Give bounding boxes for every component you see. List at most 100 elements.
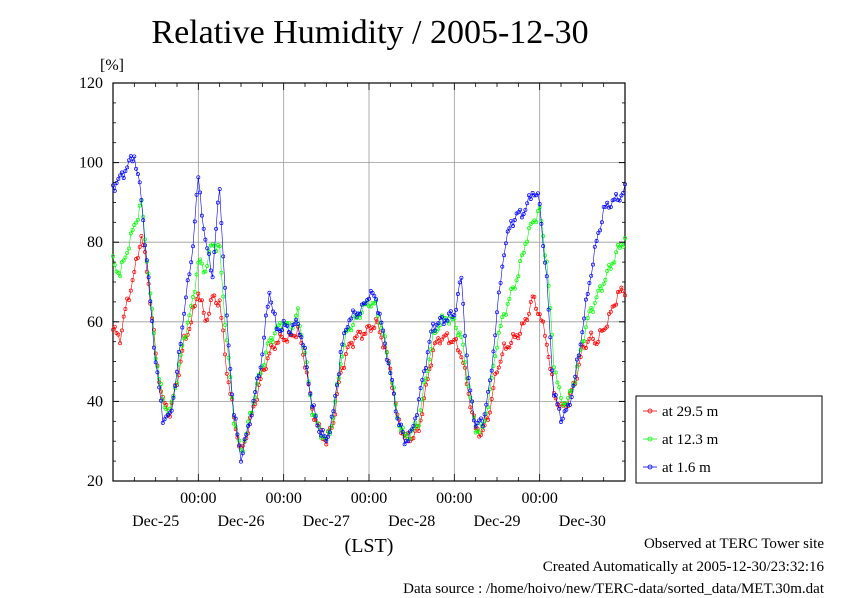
data-point: [498, 280, 503, 285]
data-point: [322, 434, 327, 439]
data-point: [160, 420, 165, 425]
data-point: [589, 273, 594, 278]
data-point: [111, 254, 115, 259]
data-point: [429, 329, 434, 334]
data-point: [272, 311, 277, 316]
data-point: [612, 197, 617, 202]
data-point: [116, 176, 121, 181]
data-point: [214, 301, 219, 306]
data-point: [249, 413, 254, 418]
data-point: [470, 399, 475, 404]
data-point: [281, 338, 286, 342]
data-point: [171, 395, 176, 400]
data-point: [605, 200, 610, 205]
data-point: [463, 333, 467, 338]
data-point: [605, 269, 610, 273]
data-point: [454, 307, 459, 312]
data-point: [601, 204, 606, 209]
data-point: [178, 342, 183, 346]
data-point: [463, 365, 467, 370]
data-point: [342, 331, 347, 336]
data-point: [185, 278, 190, 283]
data-point: [263, 313, 268, 318]
data-point: [180, 325, 185, 330]
data-point: [521, 250, 526, 255]
data-point: [519, 215, 524, 220]
data-point: [196, 291, 201, 296]
data-point: [159, 398, 163, 403]
data-point: [265, 304, 270, 309]
data-point: [555, 380, 560, 385]
data-point: [228, 375, 233, 380]
data-point: [224, 371, 229, 376]
data-point: [358, 330, 363, 334]
data-point: [192, 289, 197, 294]
data-point: [208, 268, 213, 273]
data-point: [148, 299, 153, 304]
data-point: [457, 350, 462, 355]
ticks: [113, 82, 625, 482]
data-point: [116, 332, 121, 337]
data-point: [269, 335, 274, 340]
data-point: [454, 325, 459, 330]
data-point: [308, 391, 313, 396]
data-point: [189, 260, 194, 265]
data-point: [466, 391, 471, 396]
data-point: [509, 218, 514, 223]
data-point: [516, 336, 521, 341]
data-point: [585, 339, 590, 344]
data-point: [511, 224, 515, 228]
data-point: [340, 354, 345, 359]
data-point: [338, 361, 343, 366]
data-point: [479, 421, 483, 426]
data-point: [445, 331, 450, 336]
data-point: [274, 341, 279, 345]
y-tick-label: 100: [79, 155, 103, 172]
data-point: [615, 243, 620, 247]
data-point: [226, 355, 231, 360]
legend: at 29.5 m at 12.3 m at 1.6 m: [635, 395, 823, 484]
data-point: [427, 339, 432, 344]
data-point: [178, 352, 183, 357]
data-point: [203, 269, 208, 274]
data-point: [580, 330, 585, 335]
data-point: [242, 437, 247, 442]
data-point: [527, 311, 531, 316]
data-point: [287, 321, 291, 326]
data-point: [127, 246, 131, 251]
data-point: [423, 376, 428, 381]
data-point: [594, 295, 599, 300]
data-point: [354, 334, 359, 339]
data-point: [454, 337, 459, 341]
data-point: [276, 340, 281, 345]
data-point: [215, 200, 220, 205]
data-point: [315, 423, 320, 428]
data-point: [132, 154, 137, 159]
data-point: [599, 220, 604, 225]
data-point: [525, 317, 530, 322]
data-point: [601, 281, 606, 286]
data-point: [605, 324, 610, 329]
data-point: [331, 409, 336, 414]
data-point: [404, 438, 409, 443]
data-point: [464, 353, 469, 358]
data-point: [333, 399, 338, 404]
data-point: [244, 432, 249, 437]
data-point: [429, 363, 434, 368]
footer-source: Data source : /home/hoivo/new/TERC-data/…: [403, 581, 824, 597]
data-point: [233, 424, 238, 429]
legend-label: at 1.6 m: [662, 460, 711, 476]
data-point: [381, 345, 386, 350]
data-point: [470, 410, 475, 415]
data-point: [379, 326, 384, 331]
data-point: [551, 393, 556, 398]
data-point: [569, 395, 574, 399]
data-point: [507, 345, 512, 350]
data-point: [559, 420, 563, 424]
data-point: [294, 335, 299, 340]
data-point: [212, 250, 217, 255]
data-point: [413, 416, 418, 421]
data-point: [212, 243, 217, 248]
data-point: [427, 357, 432, 362]
data-point: [587, 309, 592, 314]
